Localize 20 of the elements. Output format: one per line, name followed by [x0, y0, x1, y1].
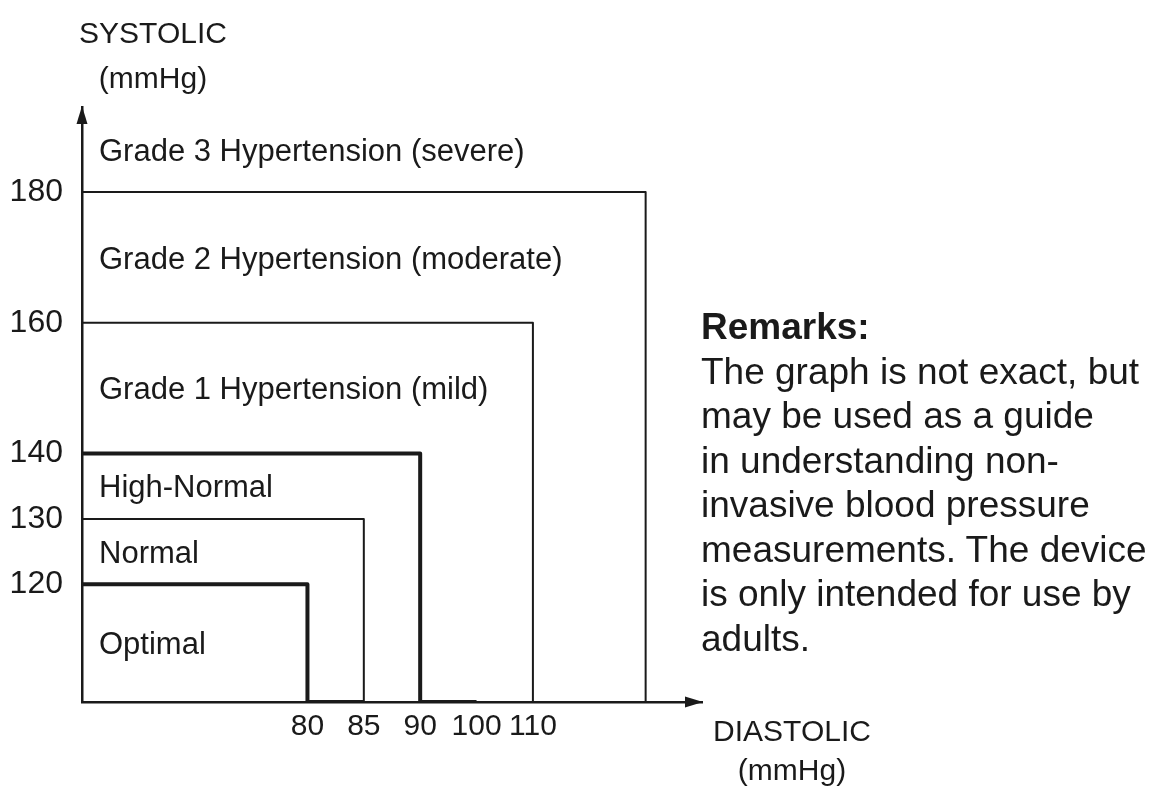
x-tick-label: 90	[403, 708, 437, 742]
y-tick-label: 130	[9, 498, 63, 535]
x-tick-label: 80	[290, 708, 325, 742]
annotation: High-Normal	[99, 469, 273, 505]
y-tick-label: 120	[9, 564, 63, 601]
annotation: Grade 1 Hypertension (mild)	[99, 371, 489, 407]
annotation: The graph is not exact, but may be used as a guide in understanding non- invasive blood pressure measurements. The device is only intended for use by adults.	[701, 349, 1147, 661]
x-tick-label: 85	[347, 708, 381, 742]
y-tick-label: 180	[9, 171, 63, 208]
y-tick-label: 160	[9, 302, 63, 339]
annotation: Normal	[99, 534, 199, 570]
annotation: Remarks:	[701, 305, 871, 349]
x-axis-title: DIASTOLIC (mmHg)	[712, 713, 872, 788]
annotation: Grade 2 Hypertension (moderate)	[99, 240, 563, 276]
y-tick-label: 140	[9, 433, 63, 470]
y-axis-title: SYSTOLIC (mmHg)	[78, 15, 228, 96]
annotation: Grade 3 Hypertension (severe)	[99, 132, 525, 168]
annotation: Optimal	[99, 626, 206, 662]
x-tick-label: 100	[451, 708, 502, 742]
x-tick-label: 110	[509, 708, 557, 742]
